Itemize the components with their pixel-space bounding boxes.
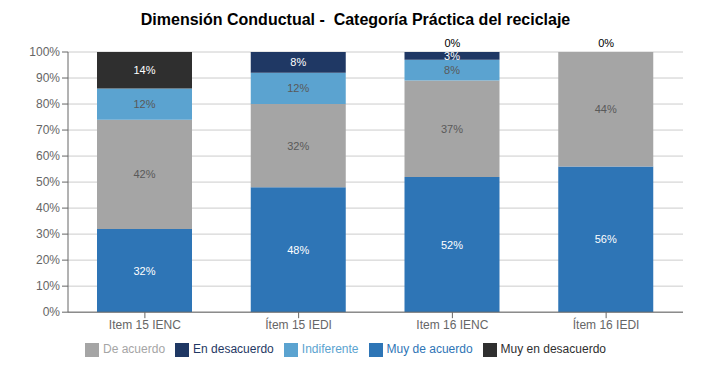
svg-text:52%: 52% xyxy=(441,239,463,251)
svg-text:Ítem 16 IEDI: Ítem 16 IEDI xyxy=(573,317,640,332)
svg-text:20%: 20% xyxy=(36,253,60,267)
svg-text:Item 15 IENC: Item 15 IENC xyxy=(109,318,181,332)
svg-text:8%: 8% xyxy=(444,64,460,76)
svg-text:0%: 0% xyxy=(43,305,61,319)
svg-text:56%: 56% xyxy=(595,233,617,245)
svg-text:12%: 12% xyxy=(133,98,155,110)
html-text:Muy de acuerdo: Muy de acuerdo xyxy=(386,342,473,357)
svg-text:10%: 10% xyxy=(36,279,60,293)
svg-text:48%: 48% xyxy=(287,244,309,256)
svg-text:50%: 50% xyxy=(36,175,60,189)
svg-text:Item 16 IENC: Item 16 IENC xyxy=(416,318,488,332)
svg-text:42%: 42% xyxy=(133,168,155,180)
svg-text:0%: 0% xyxy=(598,37,614,49)
svg-text:0%: 0% xyxy=(444,37,460,49)
html-text:Muy en desacuerdo: Muy en desacuerdo xyxy=(500,342,606,357)
html-text:Indiferente: Indiferente xyxy=(301,342,359,357)
svg-text:14%: 14% xyxy=(133,64,155,76)
svg-text:32%: 32% xyxy=(287,140,309,152)
svg-text:100%: 100% xyxy=(29,45,60,59)
svg-text:90%: 90% xyxy=(36,71,60,85)
svg-text:70%: 70% xyxy=(36,123,60,137)
svg-text:30%: 30% xyxy=(36,227,60,241)
svg-text:8%: 8% xyxy=(290,56,306,68)
svg-text:40%: 40% xyxy=(36,201,60,215)
html-text:En desacuerdo: En desacuerdo xyxy=(193,342,274,357)
svg-text:80%: 80% xyxy=(36,97,60,111)
svg-text:Ítem 15 IEDI: Ítem 15 IEDI xyxy=(265,317,332,332)
svg-text:32%: 32% xyxy=(133,265,155,277)
svg-text:44%: 44% xyxy=(595,103,617,115)
html-text:De acuerdo: De acuerdo xyxy=(103,342,166,357)
svg-text:60%: 60% xyxy=(36,149,60,163)
svg-text:12%: 12% xyxy=(287,82,309,94)
html-text:Dimensión Conductual - Categor: Dimensión Conductual - Categoría Práctic… xyxy=(140,11,571,28)
svg-text:37%: 37% xyxy=(441,123,463,135)
svg-text:3%: 3% xyxy=(444,50,460,62)
